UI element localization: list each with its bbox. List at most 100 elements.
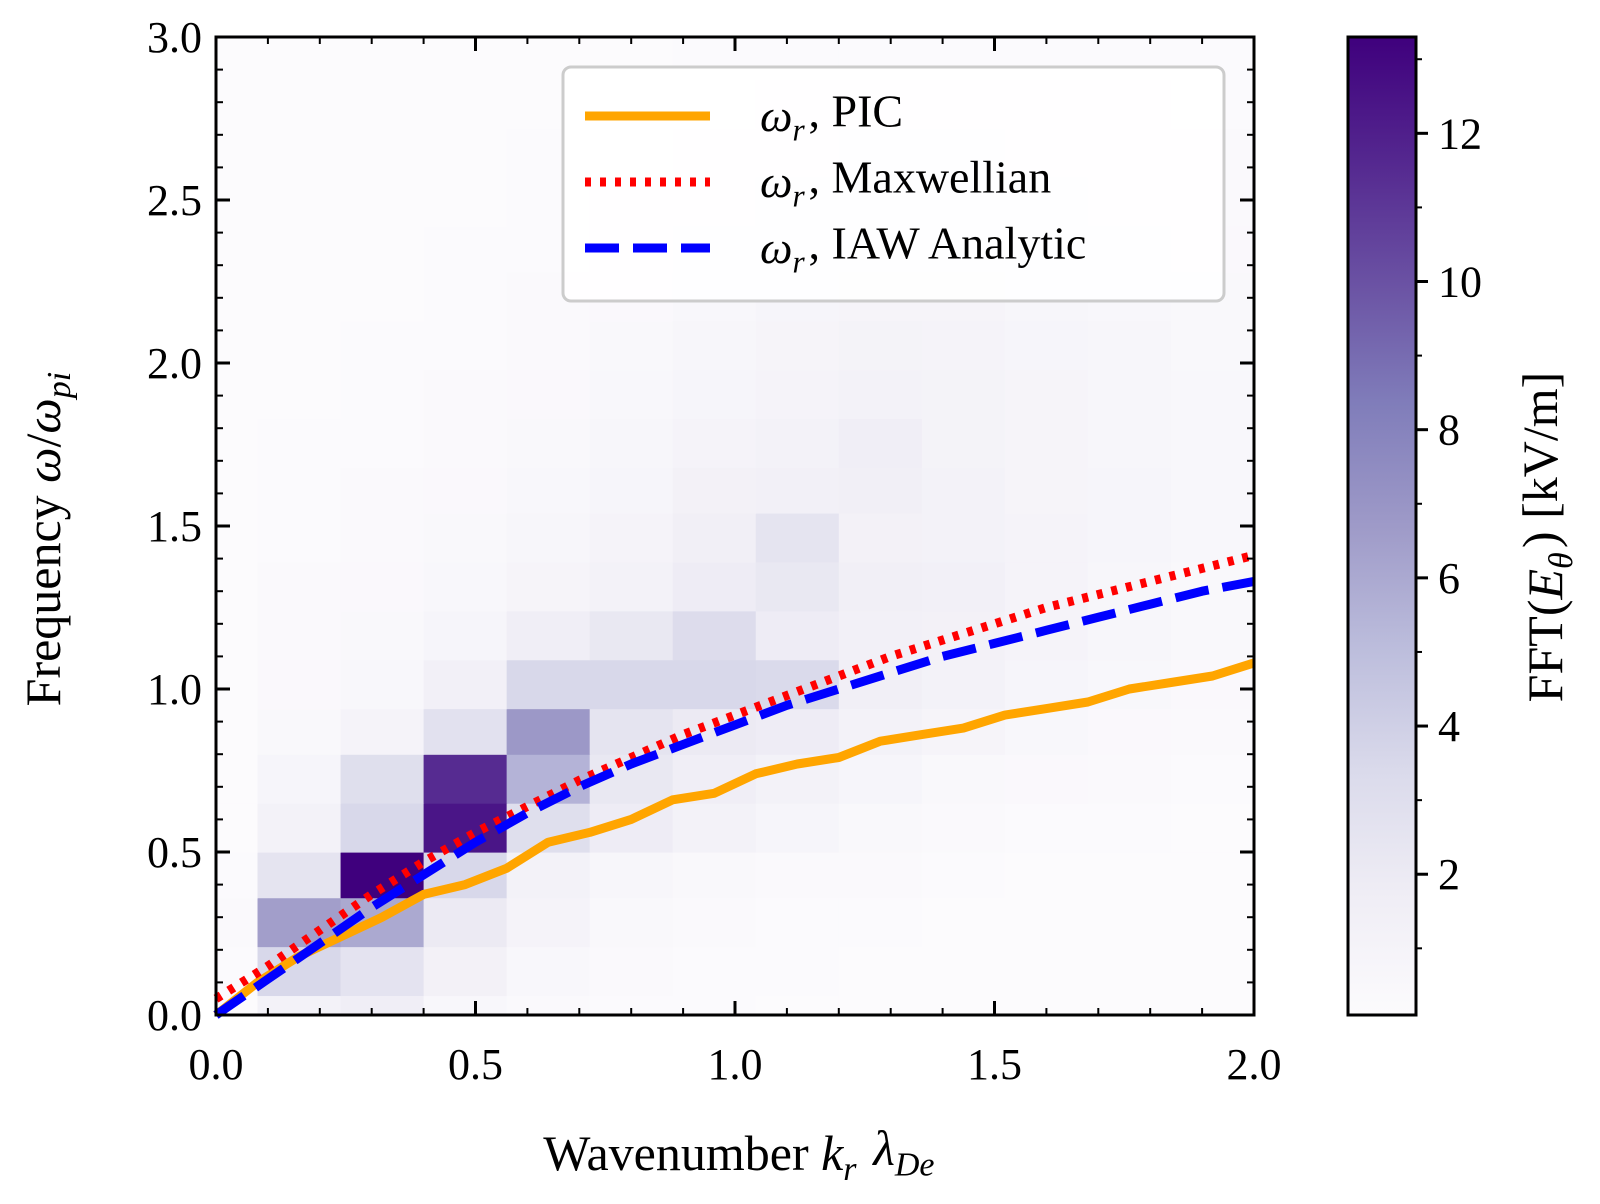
heatmap-cell [1170,946,1255,997]
heatmap-cell [257,708,342,755]
colorbar-tick-label: 4 [1438,702,1460,751]
heatmap-cell [672,852,757,899]
legend-label: ωr , Maxwellian [760,152,1051,214]
heatmap-cell [921,852,1006,899]
heatmap-cell [423,128,508,178]
heatmap-cell [921,754,1006,804]
x-tick-label: 0.5 [448,1040,503,1089]
heatmap-cell [755,852,840,899]
heatmap-cell [257,369,342,420]
heatmap-cell [340,418,425,468]
heatmap-cell [921,418,1006,468]
colorbar-label: FFT(Eθ ) [kV/m] [1512,372,1580,703]
heatmap-cell [340,512,425,563]
heatmap-cell [1087,803,1172,853]
heatmap-cell [216,418,259,468]
heatmap-cell [257,512,342,563]
series-line [213,658,1256,1019]
heatmap-cell [423,659,508,710]
heatmap-cell [423,226,508,273]
heatmap-cell [589,852,674,899]
y-tick-label: 2.5 [147,176,202,225]
heatmap-cell [1004,320,1089,371]
heatmap-cell [216,803,259,853]
heatmap-cell [921,897,1006,948]
heatmap-cell [340,271,425,322]
x-tick-label: 1.0 [708,1040,763,1089]
heatmap-cell [423,512,508,563]
heatmap-cell [838,467,923,514]
heatmap-cell [1170,852,1255,899]
heatmap-cell [755,418,840,468]
heatmap-cell [506,610,591,661]
heatmap-cell [257,37,342,80]
heatmap-cell [1087,320,1172,371]
heatmap-cell [257,803,342,853]
heatmap-cell [1004,512,1089,563]
heatmap-cell [1004,852,1089,899]
heatmap-cell [589,610,674,661]
heatmap-cell [506,369,591,420]
heatmap-cell [838,852,923,899]
heatmap-cell [672,369,757,420]
heatmap-cell [921,659,1006,710]
heatmap-cell [423,177,508,227]
heatmap-cell [921,512,1006,563]
heatmap-cell [340,37,425,80]
heatmap-cell [1004,803,1089,853]
heatmap-cell [672,803,757,853]
heatmap-cell [506,995,591,1016]
heatmap-cell [1087,467,1172,514]
heatmap-cell [340,369,425,420]
heatmap-cell [216,708,259,755]
heatmap-cell [340,659,425,710]
heatmap-cell [506,467,591,514]
heatmap-cell [257,418,342,468]
heatmap-cell [1087,754,1172,804]
heatmap-cell [257,271,342,322]
heatmap-cell [755,369,840,420]
heatmap-cell [589,369,674,420]
heatmap-cell [340,177,425,227]
heatmap-cell [216,467,259,514]
heatmap-cell [423,467,508,514]
heatmap-cell [838,369,923,420]
colorbar-tick-label: 10 [1438,258,1482,307]
heatmap-cell [921,946,1006,997]
heatmap-cell [1087,995,1172,1016]
heatmap-cell [423,897,508,948]
colorbar-tick-label: 8 [1438,406,1460,455]
heatmap-cell [755,897,840,948]
heatmap-cell [838,897,923,948]
heatmap-cell [423,271,508,322]
heatmap-cell [216,37,259,80]
heatmap-cell [506,561,591,612]
y-tick-label: 3.0 [147,13,202,62]
heatmap-cell [1004,467,1089,514]
heatmap-cell [257,852,342,899]
heatmap-cell [838,610,923,661]
series-lines [213,550,1256,1019]
heatmap-cell [589,418,674,468]
heatmap-cell [340,754,425,804]
heatmap-cell [672,897,757,948]
heatmap-cell [340,467,425,514]
heatmap-cell [838,418,923,468]
heatmap-cell [340,226,425,273]
heatmap-cell [257,320,342,371]
heatmap-cell [257,610,342,661]
heatmap-cell [340,561,425,612]
heatmap-cell [216,610,259,661]
colorbar-tick-label: 2 [1438,850,1460,899]
y-tick-label: 0.5 [147,828,202,877]
legend-box [561,65,1226,303]
heatmap-cell [216,79,259,129]
heatmap-cell [672,610,757,661]
heatmap-cell [838,320,923,371]
heatmap-cell [1170,369,1255,420]
heatmap-cell [506,418,591,468]
heatmap-cell [506,946,591,997]
heatmap-cell [755,995,840,1016]
heatmap-cell [216,128,259,178]
